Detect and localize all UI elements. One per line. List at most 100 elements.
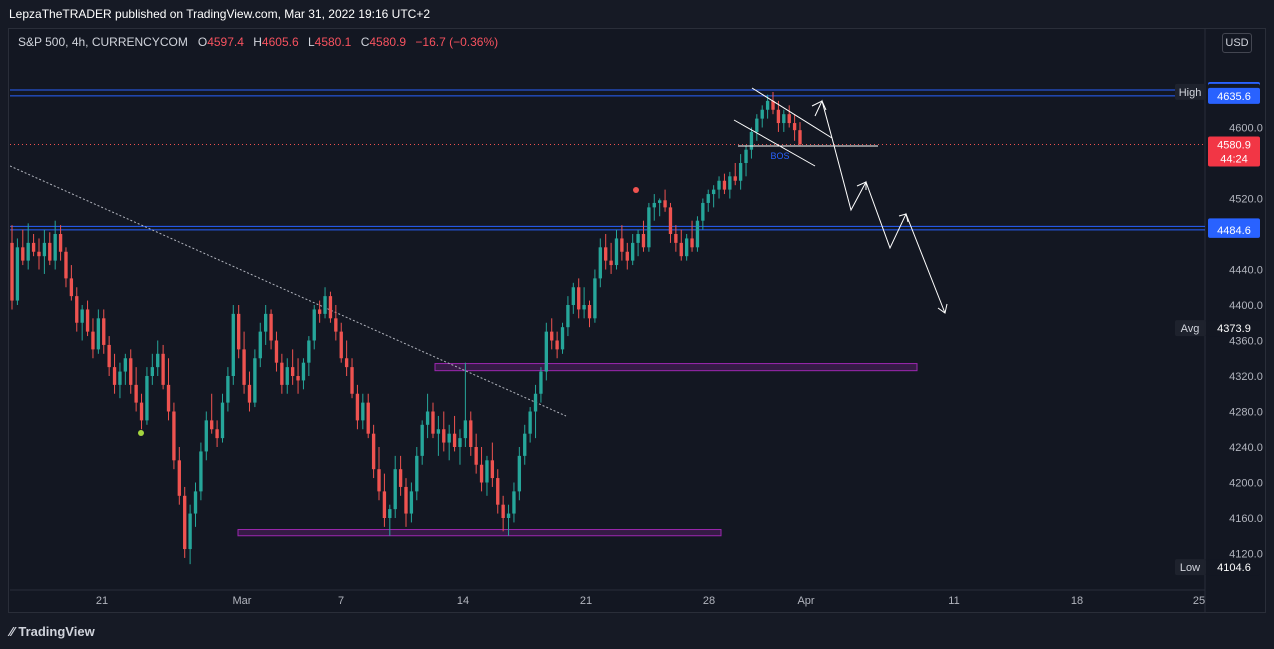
candle-body bbox=[490, 460, 495, 479]
candle-body bbox=[37, 251, 41, 257]
candle-body bbox=[31, 242, 36, 252]
candle-body bbox=[787, 114, 791, 124]
candle-body bbox=[339, 331, 343, 359]
flag-upper-line bbox=[751, 87, 833, 139]
candle-body bbox=[722, 180, 727, 190]
candle-body bbox=[226, 376, 230, 403]
candle-body bbox=[80, 309, 84, 323]
candle-body bbox=[695, 220, 700, 248]
candle-body bbox=[263, 313, 268, 332]
time-tick-label: 7 bbox=[338, 595, 344, 607]
candle-body bbox=[415, 455, 419, 492]
candle-body bbox=[307, 340, 311, 363]
candle-body bbox=[193, 491, 198, 514]
candle-body bbox=[517, 455, 522, 492]
price-label-box bbox=[1208, 559, 1260, 576]
candle-body bbox=[58, 234, 63, 252]
candle-body bbox=[571, 287, 575, 305]
ohlc-legend: S&P 500, 4h, CURRENCYCOM O4597.4 H4605.6… bbox=[18, 35, 498, 49]
price-tag-box bbox=[1175, 320, 1206, 337]
candle-body bbox=[431, 411, 435, 434]
candle-body bbox=[738, 163, 743, 181]
candle-body bbox=[674, 234, 678, 243]
candle-body bbox=[85, 309, 90, 332]
arrow-head bbox=[898, 213, 909, 223]
price-tick-label: 4240.0 bbox=[1229, 442, 1263, 454]
candle-body bbox=[452, 433, 457, 447]
tradingview-logo[interactable]: ⁄⁄ TradingView bbox=[10, 624, 95, 639]
candle-body bbox=[398, 469, 403, 487]
chart-frame[interactable] bbox=[8, 28, 1266, 613]
price-label: 4373.9 bbox=[1217, 323, 1251, 335]
demand-zone bbox=[237, 529, 722, 537]
candle-body bbox=[512, 491, 516, 514]
candle-body bbox=[506, 513, 511, 518]
price-label-box bbox=[1208, 136, 1260, 167]
price-tag-box bbox=[1175, 559, 1206, 576]
candle-body bbox=[755, 118, 759, 132]
candle-body bbox=[749, 131, 754, 150]
price-tick-label: 4320.0 bbox=[1229, 371, 1263, 383]
candle-body bbox=[75, 296, 79, 323]
candle-body bbox=[760, 109, 764, 119]
candle-body bbox=[485, 460, 489, 483]
demand-zone bbox=[434, 363, 918, 372]
candle-body bbox=[782, 114, 786, 124]
close-label: C bbox=[360, 35, 370, 49]
time-tick-label: 18 bbox=[1071, 595, 1083, 607]
time-tick-label: 21 bbox=[96, 595, 108, 607]
candle-body bbox=[118, 371, 122, 385]
candle-body bbox=[436, 429, 441, 434]
price-tick-label: 4600.0 bbox=[1229, 123, 1263, 135]
candle-body bbox=[523, 433, 527, 456]
candle-body bbox=[26, 242, 30, 261]
sell-signal-dot bbox=[633, 187, 639, 193]
price-tick-label: 4360.0 bbox=[1229, 336, 1263, 348]
candle-body bbox=[647, 207, 651, 248]
candle-body bbox=[609, 260, 613, 266]
candle-body bbox=[555, 340, 559, 350]
time-tick-label: 11 bbox=[948, 595, 959, 607]
arrow-head bbox=[811, 100, 827, 111]
countdown-label: 44:24 bbox=[1220, 153, 1248, 165]
price-tick-label: 4400.0 bbox=[1229, 300, 1263, 312]
candle-body bbox=[21, 247, 25, 261]
candle-body bbox=[344, 358, 349, 368]
candle-body bbox=[679, 242, 683, 257]
candle-body bbox=[458, 438, 462, 447]
low-label: L bbox=[307, 35, 315, 49]
candle-body bbox=[539, 371, 543, 394]
candle-body bbox=[550, 331, 554, 341]
candle-body bbox=[285, 367, 289, 385]
candle-body bbox=[323, 296, 327, 314]
candle-body bbox=[312, 309, 316, 341]
candle-body bbox=[361, 402, 365, 421]
tradingview-brand: TradingView bbox=[18, 624, 95, 639]
candle-body bbox=[631, 242, 635, 261]
currency-button[interactable]: USD bbox=[1222, 33, 1252, 53]
candle-body bbox=[566, 305, 570, 328]
price-tick-label: 4440.0 bbox=[1229, 265, 1263, 277]
candle-body bbox=[199, 451, 203, 492]
candle-body bbox=[42, 242, 47, 257]
candle-body bbox=[765, 100, 770, 110]
candle-body bbox=[371, 433, 376, 470]
candle-body bbox=[188, 513, 192, 550]
candle-body bbox=[377, 469, 381, 492]
candle-body bbox=[587, 305, 592, 319]
close-value: 4580.9 bbox=[369, 35, 407, 49]
candle-body bbox=[684, 238, 689, 257]
high-value: 4605.6 bbox=[261, 35, 299, 49]
candle-body bbox=[604, 247, 608, 261]
candle-body bbox=[177, 460, 181, 496]
candle-body bbox=[220, 402, 225, 439]
bos-label: BOS bbox=[770, 151, 789, 161]
price-label: 4484.6 bbox=[1217, 225, 1251, 237]
candle-body bbox=[620, 238, 624, 252]
candle-body bbox=[409, 491, 414, 514]
candle-body bbox=[560, 327, 565, 350]
candle-body bbox=[215, 429, 219, 439]
candle-body bbox=[425, 411, 430, 425]
candle-body bbox=[172, 411, 176, 461]
